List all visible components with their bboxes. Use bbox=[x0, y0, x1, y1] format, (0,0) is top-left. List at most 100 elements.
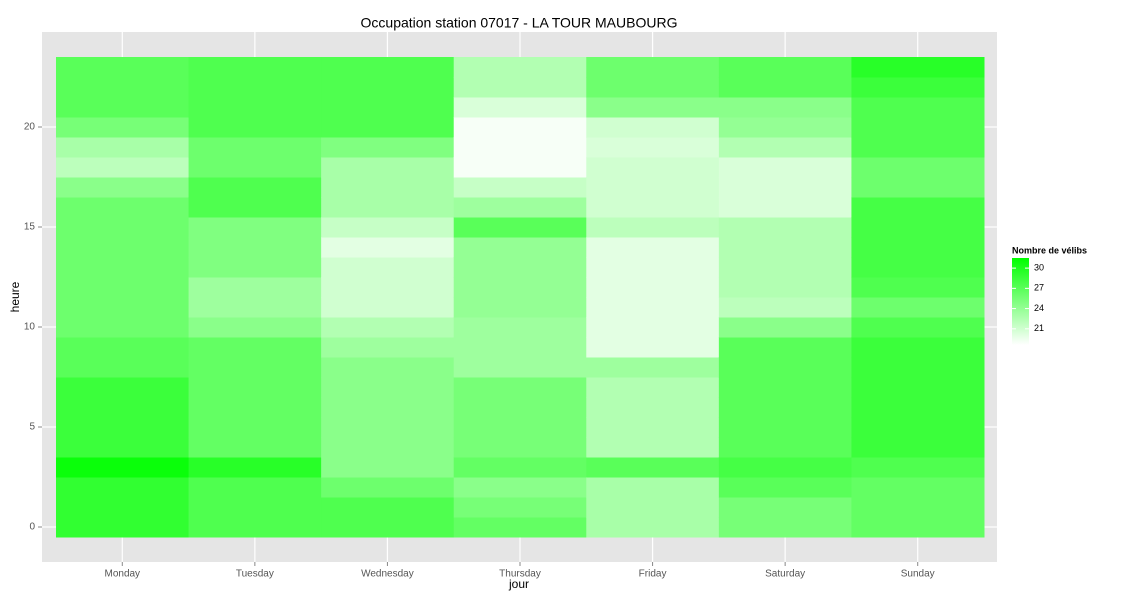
heatmap-cell bbox=[321, 97, 455, 118]
heatmap-cell bbox=[851, 497, 985, 518]
heatmap-cell bbox=[453, 337, 587, 358]
heatmap-cell bbox=[188, 397, 322, 418]
heatmap-cell bbox=[718, 177, 852, 198]
heatmap-cell bbox=[56, 217, 190, 238]
heatmap-cell bbox=[321, 57, 455, 78]
heatmap-cell bbox=[453, 457, 587, 478]
heatmap-cell bbox=[851, 57, 985, 78]
heatmap-cell bbox=[56, 237, 190, 258]
heatmap-cell bbox=[851, 217, 985, 238]
heatmap-cell bbox=[586, 497, 720, 518]
heatmap-cell bbox=[188, 317, 322, 338]
heatmap-cell bbox=[851, 317, 985, 338]
heatmap-cell bbox=[851, 277, 985, 298]
heatmap-cell bbox=[586, 297, 720, 318]
heatmap-cell bbox=[718, 137, 852, 158]
heatmap-cell bbox=[586, 197, 720, 218]
heatmap-cell bbox=[453, 377, 587, 398]
heatmap-cell bbox=[851, 197, 985, 218]
heatmap-cell bbox=[188, 257, 322, 278]
heatmap-cell bbox=[851, 237, 985, 258]
heatmap-cell bbox=[586, 157, 720, 178]
heatmap-cell bbox=[851, 477, 985, 498]
heatmap-cell bbox=[56, 97, 190, 118]
heatmap-cell bbox=[188, 117, 322, 138]
heatmap-cell bbox=[56, 377, 190, 398]
heatmap-cell bbox=[188, 457, 322, 478]
heatmap-cell bbox=[321, 297, 455, 318]
heatmap-cell bbox=[321, 117, 455, 138]
heatmap-cell bbox=[718, 217, 852, 238]
heatmap-cell bbox=[718, 237, 852, 258]
heatmap-cell bbox=[851, 177, 985, 198]
heatmap-cell bbox=[453, 117, 587, 138]
heatmap-cell bbox=[718, 517, 852, 538]
heatmap-cell bbox=[586, 177, 720, 198]
y-axis-label: heure bbox=[8, 281, 22, 312]
heatmap-cell bbox=[56, 417, 190, 438]
heatmap-cell bbox=[56, 157, 190, 178]
y-tick-label: 5 bbox=[29, 422, 35, 433]
heatmap-cell bbox=[586, 457, 720, 478]
heatmap-cell bbox=[453, 317, 587, 338]
heatmap-cell bbox=[56, 437, 190, 458]
heatmap-cell bbox=[188, 357, 322, 378]
heatmap-cell bbox=[851, 297, 985, 318]
heatmap-cell bbox=[56, 317, 190, 338]
heatmap-cell bbox=[453, 57, 587, 78]
heatmap-cell bbox=[188, 177, 322, 198]
heatmap-cell bbox=[586, 337, 720, 358]
heatmap-cell bbox=[851, 517, 985, 538]
heatmap-cell bbox=[851, 437, 985, 458]
heatmap-cell bbox=[453, 97, 587, 118]
heatmap-cell bbox=[56, 57, 190, 78]
heatmap-cell bbox=[851, 77, 985, 98]
heatmap-cell bbox=[56, 117, 190, 138]
heatmap-cell bbox=[586, 437, 720, 458]
heatmap-cell bbox=[718, 97, 852, 118]
heatmap-cell bbox=[321, 457, 455, 478]
legend-tick-label: 21 bbox=[1034, 323, 1044, 333]
heatmap-cell bbox=[586, 317, 720, 338]
heatmap-cell bbox=[851, 457, 985, 478]
heatmap-cell bbox=[718, 197, 852, 218]
heatmap-cell bbox=[718, 277, 852, 298]
heatmap-cell bbox=[586, 377, 720, 398]
heatmap-cell bbox=[453, 177, 587, 198]
legend-tick-label: 24 bbox=[1034, 303, 1044, 313]
heatmap-cell bbox=[56, 297, 190, 318]
heatmap-cell bbox=[453, 217, 587, 238]
chart-title: Occupation station 07017 - LA TOUR MAUBO… bbox=[361, 15, 678, 31]
x-tick-label: Friday bbox=[639, 569, 667, 580]
heatmap-cell bbox=[321, 277, 455, 298]
heatmap-cell bbox=[321, 237, 455, 258]
heatmap-cell bbox=[851, 97, 985, 118]
heatmap-cell bbox=[188, 277, 322, 298]
heatmap-cell bbox=[718, 457, 852, 478]
heatmap-cell bbox=[188, 337, 322, 358]
heatmap-cell bbox=[851, 117, 985, 138]
heatmap-cell bbox=[718, 117, 852, 138]
heatmap-cell bbox=[586, 257, 720, 278]
heatmap-cell bbox=[718, 337, 852, 358]
heatmap-cell bbox=[586, 517, 720, 538]
heatmap-cell bbox=[321, 377, 455, 398]
heatmap-cell bbox=[56, 457, 190, 478]
heatmap-cell bbox=[453, 257, 587, 278]
heatmap-cell bbox=[188, 97, 322, 118]
heatmap-cell bbox=[586, 417, 720, 438]
heatmap-cell bbox=[56, 357, 190, 378]
x-axis-label: jour bbox=[508, 577, 529, 591]
heatmap-cell bbox=[851, 357, 985, 378]
heatmap-cell bbox=[56, 177, 190, 198]
heatmap-cell bbox=[718, 377, 852, 398]
heatmap-cell bbox=[56, 497, 190, 518]
heatmap-cell bbox=[188, 197, 322, 218]
y-tick-label: 20 bbox=[24, 122, 36, 133]
heatmap-cell bbox=[56, 277, 190, 298]
heatmap-cell bbox=[56, 337, 190, 358]
heatmap-cell bbox=[718, 257, 852, 278]
heatmap-cell bbox=[851, 417, 985, 438]
heatmap-cell bbox=[188, 297, 322, 318]
heatmap-cell bbox=[321, 437, 455, 458]
